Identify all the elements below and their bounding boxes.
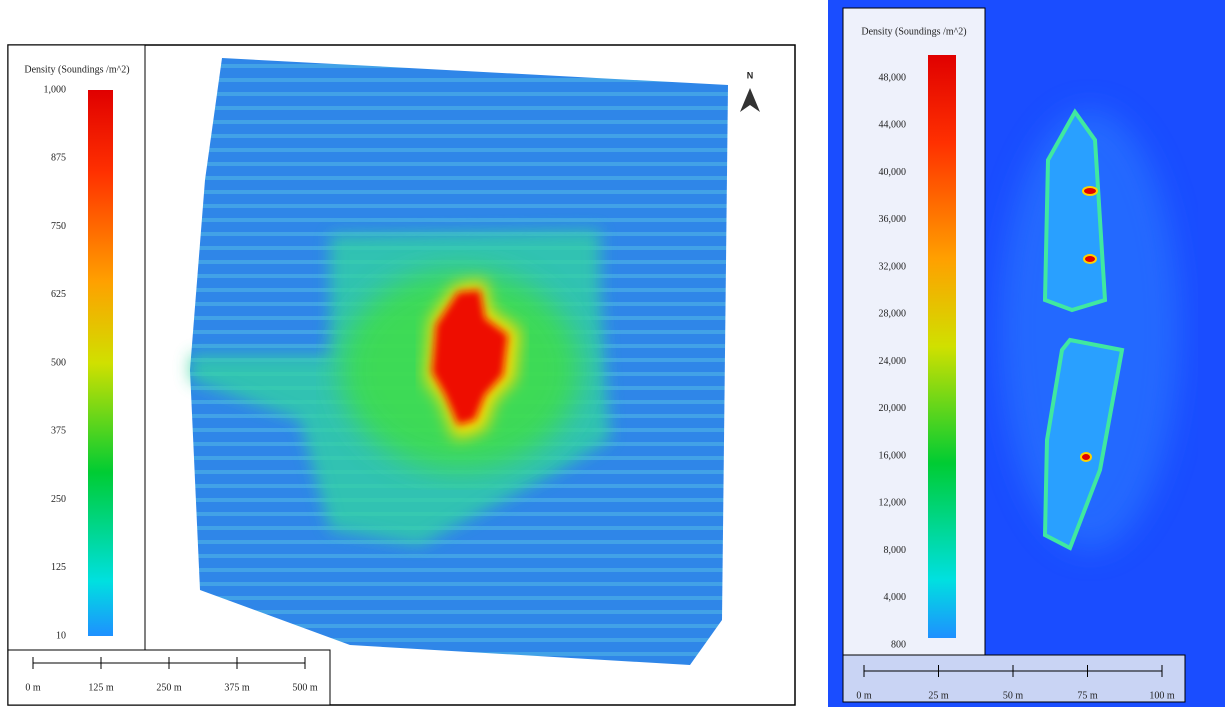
north-label: N (747, 70, 754, 80)
left-map (190, 58, 728, 665)
legend-tick-label: 750 (51, 221, 66, 232)
scale-label: 500 m (292, 682, 318, 693)
scale-label: 0 m (25, 682, 41, 693)
legend-title: Density (Soundings /m^2) (861, 26, 966, 37)
legend-tick-label: 800 (891, 639, 906, 650)
legend-tick-label: 48,000 (879, 72, 907, 83)
scale-label: 375 m (224, 682, 250, 693)
legend-tick-label: 10 (56, 630, 66, 641)
legend-tick-label: 36,000 (879, 214, 907, 225)
legend-tick-label: 1,000 (44, 84, 67, 95)
scale-label: 125 m (88, 682, 114, 693)
legend-tick-label: 625 (51, 289, 66, 300)
scale-label: 75 m (1077, 690, 1098, 701)
legend-tick-label: 125 (51, 562, 66, 573)
legend-tick-label: 16,000 (879, 450, 907, 461)
left-legend (8, 45, 145, 650)
legend-tick-label: 32,000 (879, 261, 907, 272)
legend-tick-label: 8,000 (884, 545, 907, 556)
scale-label: 250 m (156, 682, 182, 693)
legend-tick-label: 875 (51, 153, 66, 164)
legend-title: Density (Soundings /m^2) (24, 64, 129, 75)
legend-tick-label: 28,000 (879, 309, 907, 320)
page: N Density (Soundings /m^2) Density (Soun… (0, 0, 1225, 707)
scale-label: 50 m (1003, 690, 1024, 701)
legend-tick-label: 375 (51, 426, 66, 437)
legend-tick-label: 44,000 (879, 120, 907, 131)
legend-tick-label: 40,000 (879, 167, 907, 178)
right-map (1000, 110, 1180, 550)
colorbar (928, 55, 956, 638)
legend-tick-label: 4,000 (884, 592, 907, 603)
scale-label: 0 m (856, 690, 872, 701)
legend-tick-label: 12,000 (879, 498, 907, 509)
legend-tick-label: 24,000 (879, 356, 907, 367)
right-legend (843, 8, 985, 655)
scale-label: 25 m (928, 690, 949, 701)
legend-tick-label: 250 (51, 494, 66, 505)
legend-tick-label: 500 (51, 357, 66, 368)
colorbar (88, 90, 113, 636)
legend-tick-label: 20,000 (879, 403, 907, 414)
scale-label: 100 m (1149, 690, 1175, 701)
